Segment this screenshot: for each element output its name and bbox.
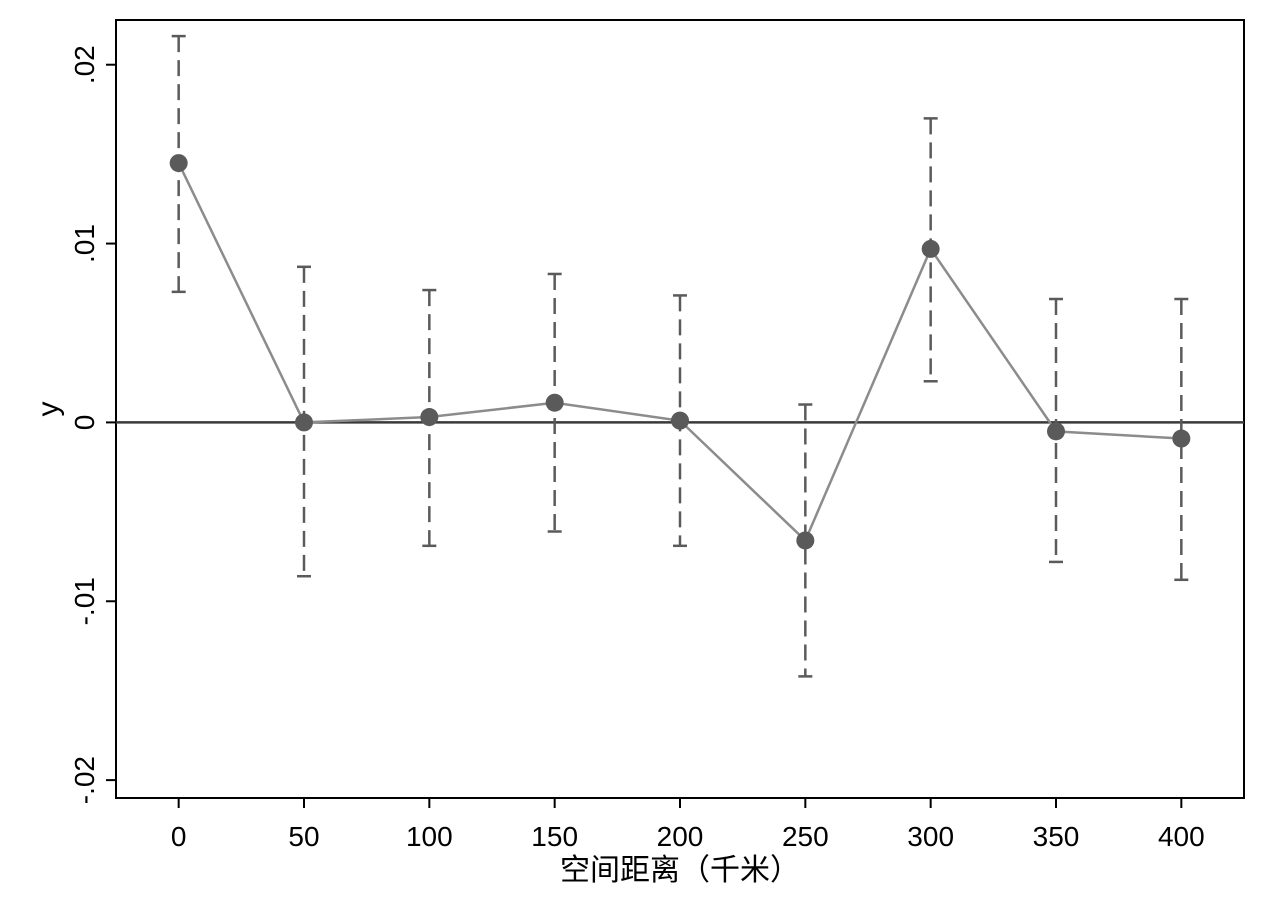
x-tick-label: 200 (657, 821, 704, 852)
data-point (796, 531, 815, 550)
y-tick-label: 0 (69, 415, 100, 431)
x-tick-label: 300 (907, 821, 954, 852)
data-point (545, 393, 564, 412)
data-point (671, 411, 689, 430)
x-tick-label: 50 (288, 821, 319, 852)
plot-frame (115, 19, 1245, 799)
data-point (1047, 422, 1065, 441)
data-point (420, 408, 439, 427)
y-tick-label: -.01 (69, 577, 100, 625)
y-tick-label: .01 (69, 224, 100, 263)
y-tick-label: .02 (69, 45, 100, 84)
plot-area: -.02 -.01 0 .01 .02 0 50 100 150 200 250 300 350 400 (69, 19, 1245, 852)
data-point (1172, 429, 1191, 448)
x-tick-label: 250 (782, 821, 829, 852)
x-tick-label: 150 (531, 821, 578, 852)
data-point (295, 413, 313, 432)
x-tick-label: 350 (1033, 821, 1080, 852)
data-point (169, 154, 188, 173)
x-tick-label: 100 (406, 821, 453, 852)
y-axis-title: y (32, 402, 65, 417)
data-point (921, 239, 940, 258)
x-tick-label: 400 (1158, 821, 1205, 852)
y-tick-label: -.02 (69, 756, 100, 804)
x-axis-title: 空间距离（千米） (560, 854, 800, 887)
x-tick-label: 0 (171, 821, 187, 852)
